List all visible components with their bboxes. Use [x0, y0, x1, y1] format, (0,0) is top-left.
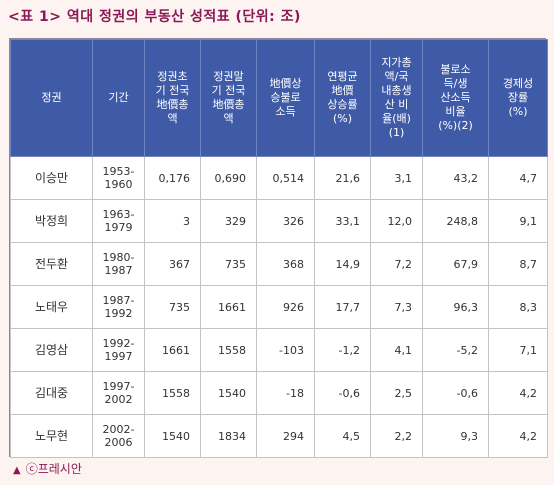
cell: 1661 [144, 328, 201, 372]
cell-regime: 박정희 [10, 199, 93, 243]
col-header: 정권초 기 전국 地價총 액 [144, 39, 201, 157]
cell: 7,3 [370, 285, 423, 329]
cell: 3,1 [370, 156, 423, 200]
cell: 329 [200, 199, 257, 243]
cell: 7,2 [370, 242, 423, 286]
cell: 0,176 [144, 156, 201, 200]
table-row: 노무현 2002- 2006 1540 1834 294 4,5 2,2 9,3… [10, 414, 548, 458]
cell-regime: 김대중 [10, 371, 93, 415]
cell: 926 [256, 285, 315, 329]
source-label: ⓒ프레시안 [25, 462, 82, 476]
table-row: 박정희 1963- 1979 3 329 326 33,1 12,0 248,8… [10, 199, 548, 243]
cell: 43,2 [422, 156, 489, 200]
cell-regime: 노무현 [10, 414, 93, 458]
cell: 4,5 [314, 414, 371, 458]
cell: 8,3 [488, 285, 548, 329]
cell: -0,6 [314, 371, 371, 415]
land-price-table: 정권 기간 정권초 기 전국 地價총 액 정권말 기 전국 地價총 액 地價상 … [10, 39, 548, 458]
col-header: 경제성 장률 (%) [488, 39, 548, 157]
cell: 7,1 [488, 328, 548, 372]
col-header: 불로소 득/생 산소득 비율 (%)(2) [422, 39, 489, 157]
cell: 12,0 [370, 199, 423, 243]
cell: 1834 [200, 414, 257, 458]
cell: 0,514 [256, 156, 315, 200]
cell: 9,3 [422, 414, 489, 458]
cell: 4,7 [488, 156, 548, 200]
cell: 2,5 [370, 371, 423, 415]
cell: 2,2 [370, 414, 423, 458]
cell: -5,2 [422, 328, 489, 372]
header-row: 정권 기간 정권초 기 전국 地價총 액 정권말 기 전국 地價총 액 地價상 … [10, 39, 548, 157]
cell: 1558 [200, 328, 257, 372]
cell: 1558 [144, 371, 201, 415]
cell-period: 1992- 1997 [92, 328, 145, 372]
cell: 248,8 [422, 199, 489, 243]
cell-period: 1997- 2002 [92, 371, 145, 415]
col-header: 정권 [10, 39, 93, 157]
table-frame: 정권 기간 정권초 기 전국 地價총 액 정권말 기 전국 地價총 액 地價상 … [9, 38, 548, 458]
cell-regime: 노태우 [10, 285, 93, 329]
source-credit: ▲ ⓒ프레시안 [13, 460, 82, 477]
cell: -103 [256, 328, 315, 372]
cell: 1540 [200, 371, 257, 415]
cell: 294 [256, 414, 315, 458]
cell: 367 [144, 242, 201, 286]
table-row: 노태우 1987- 1992 735 1661 926 17,7 7,3 96,… [10, 285, 548, 329]
cell-period: 1980- 1987 [92, 242, 145, 286]
col-header: 지가총 액/국 내총생 산 비 율(배) (1) [370, 39, 423, 157]
cell-regime: 이승만 [10, 156, 93, 200]
cell: 33,1 [314, 199, 371, 243]
cell-period: 1963- 1979 [92, 199, 145, 243]
cell-regime: 전두환 [10, 242, 93, 286]
table-row: 김대중 1997- 2002 1558 1540 -18 -0,6 2,5 -0… [10, 371, 548, 415]
table-row: 전두환 1980- 1987 367 735 368 14,9 7,2 67,9… [10, 242, 548, 286]
cell: 67,9 [422, 242, 489, 286]
col-header: 기간 [92, 39, 145, 157]
table-row: 이승만 1953- 1960 0,176 0,690 0,514 21,6 3,… [10, 156, 548, 200]
cell: 21,6 [314, 156, 371, 200]
cell: 735 [200, 242, 257, 286]
cell: 0,690 [200, 156, 257, 200]
cell: 14,9 [314, 242, 371, 286]
col-header: 地價상 승불로 소득 [256, 39, 315, 157]
cell: 368 [256, 242, 315, 286]
cell: 4,2 [488, 371, 548, 415]
cell-period: 2002- 2006 [92, 414, 145, 458]
cell: 735 [144, 285, 201, 329]
cell: 96,3 [422, 285, 489, 329]
cell: 4,1 [370, 328, 423, 372]
cell: 9,1 [488, 199, 548, 243]
cell: 1661 [200, 285, 257, 329]
cell: 17,7 [314, 285, 371, 329]
cell: 1540 [144, 414, 201, 458]
cell: 3 [144, 199, 201, 243]
cell: 4,2 [488, 414, 548, 458]
cell: -18 [256, 371, 315, 415]
cell: -0,6 [422, 371, 489, 415]
col-header: 연평균 地價 상승률 (%) [314, 39, 371, 157]
cell: -1,2 [314, 328, 371, 372]
cell-period: 1987- 1992 [92, 285, 145, 329]
cell-regime: 김영삼 [10, 328, 93, 372]
cell: 8,7 [488, 242, 548, 286]
table-title: <표 1> 역대 정권의 부동산 성적표 (단위: 조) [8, 9, 301, 25]
table-row: 김영삼 1992- 1997 1661 1558 -103 -1,2 4,1 -… [10, 328, 548, 372]
cell-period: 1953- 1960 [92, 156, 145, 200]
triangle-up-icon: ▲ [13, 465, 21, 476]
cell: 326 [256, 199, 315, 243]
col-header: 정권말 기 전국 地價총 액 [200, 39, 257, 157]
